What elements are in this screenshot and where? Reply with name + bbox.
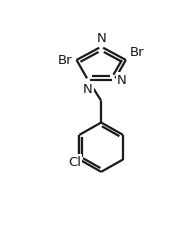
Text: N: N (83, 83, 93, 96)
Text: N: N (117, 74, 127, 87)
Text: Br: Br (130, 46, 144, 59)
Text: Br: Br (58, 53, 73, 66)
Text: Cl: Cl (68, 155, 81, 168)
Text: N: N (96, 32, 106, 45)
